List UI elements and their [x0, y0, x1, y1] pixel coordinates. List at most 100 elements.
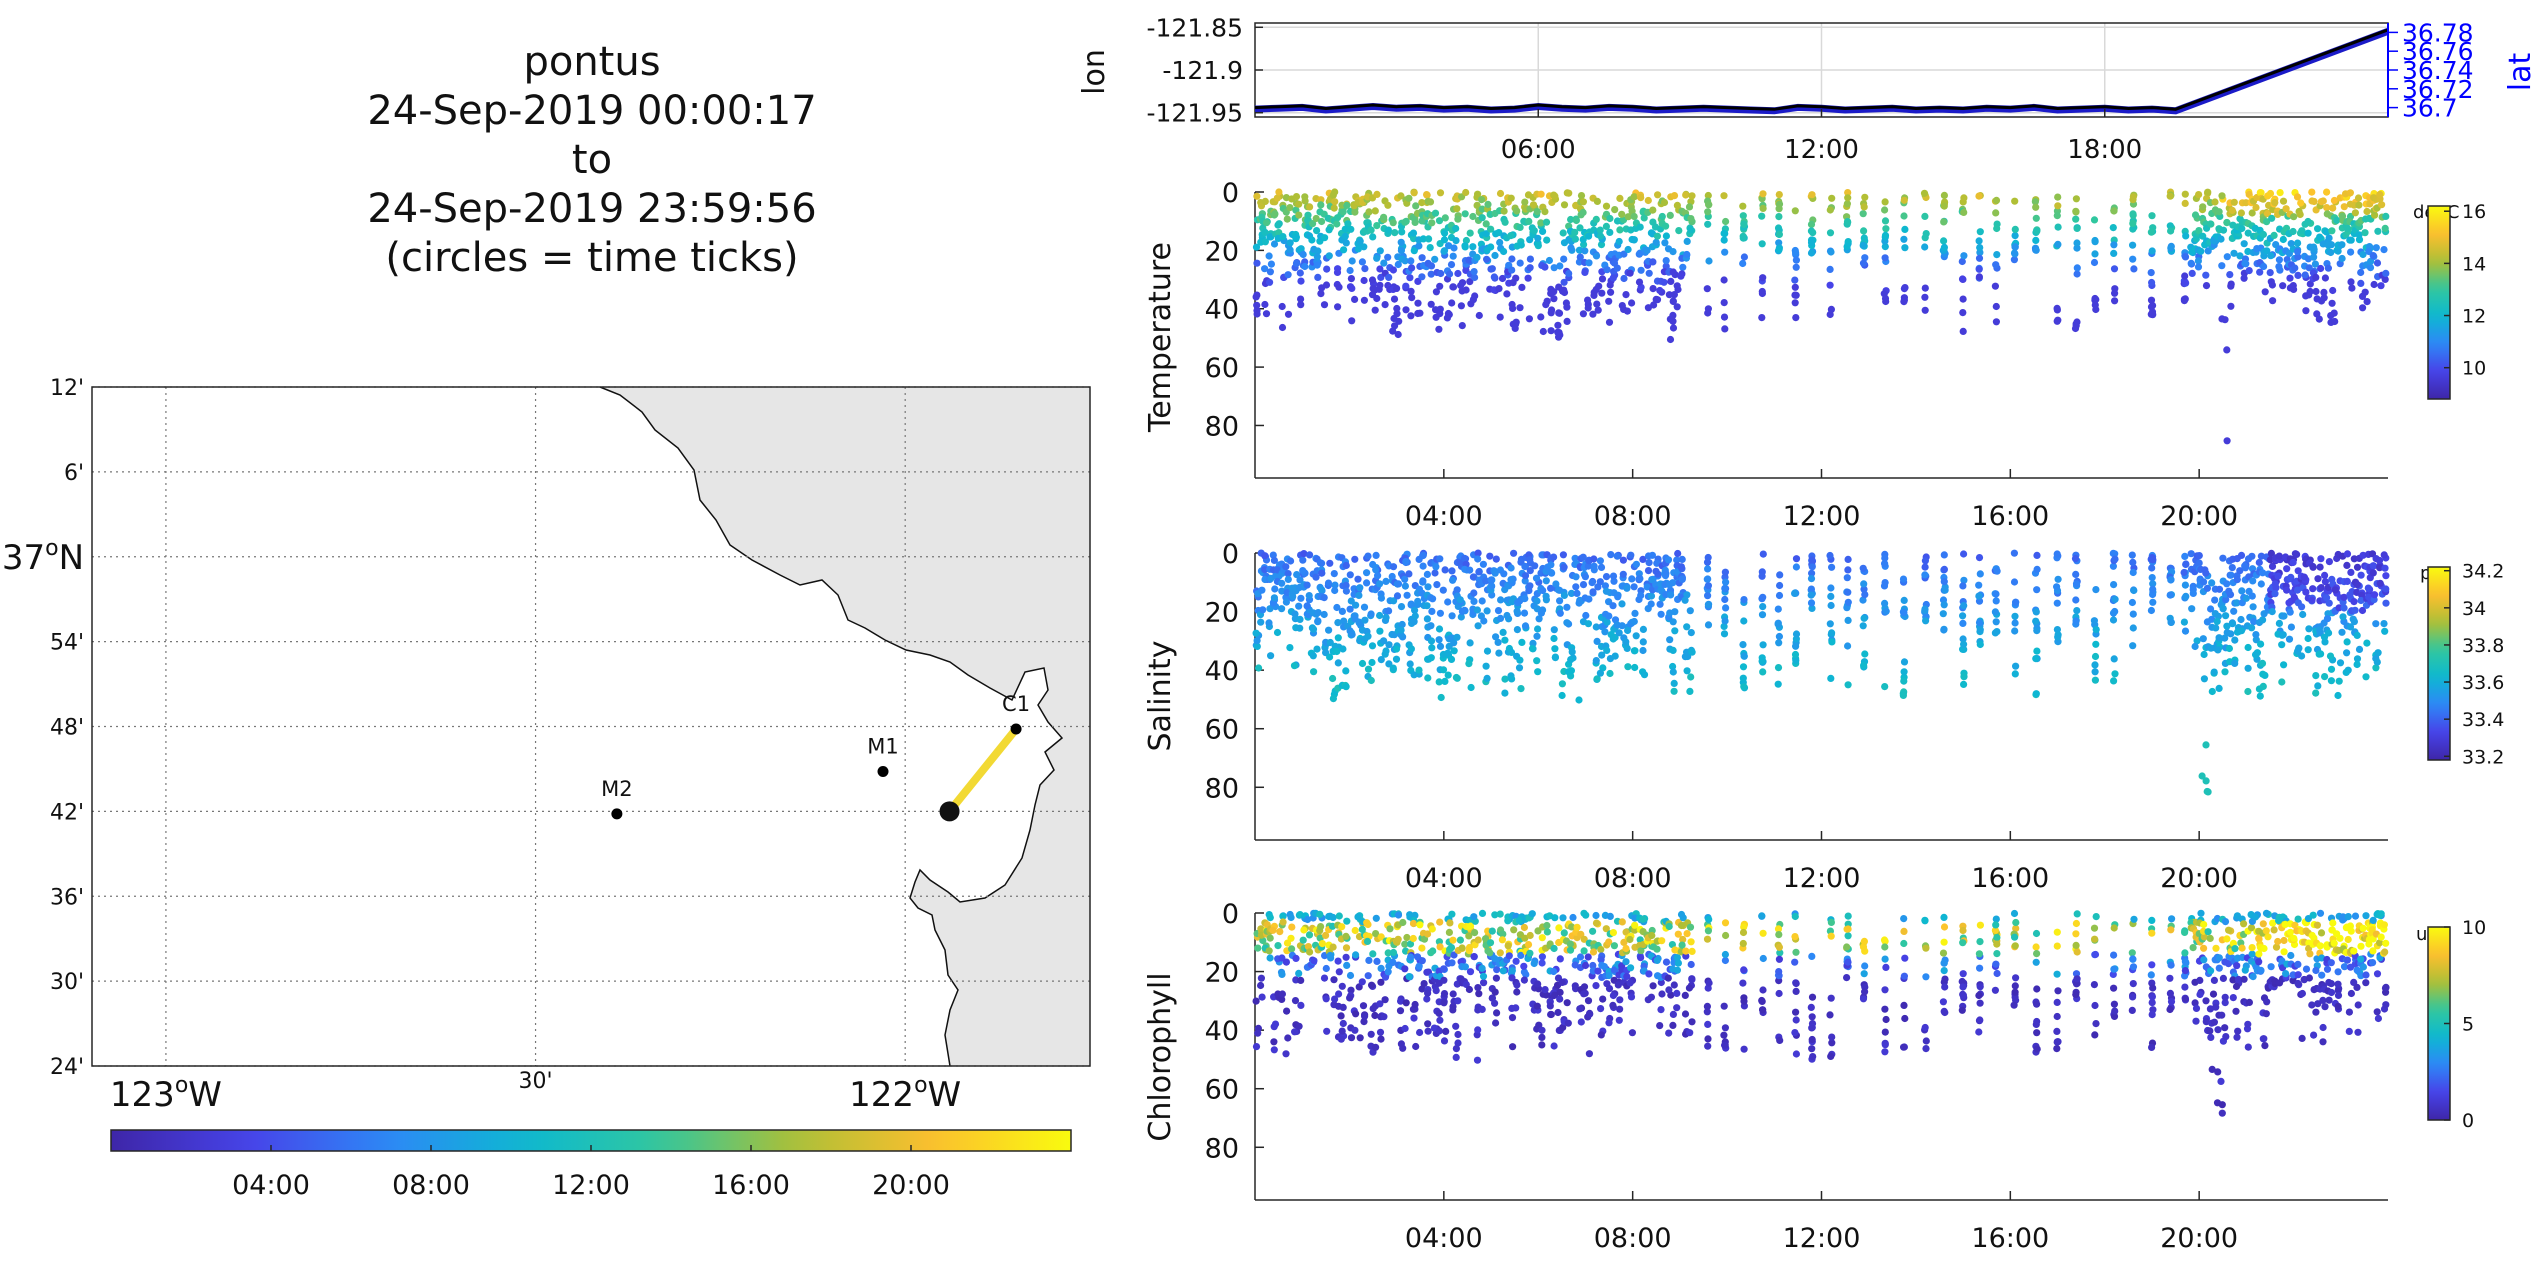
data-point	[1657, 610, 1665, 618]
data-point	[1310, 957, 1318, 965]
data-point	[1826, 206, 1834, 214]
data-point	[2188, 605, 2196, 613]
data-point	[2259, 920, 2267, 928]
data-point	[2325, 558, 2333, 566]
data-point	[1792, 979, 1800, 988]
data-point	[1683, 667, 1691, 675]
data-point	[1435, 625, 1444, 633]
data-point	[1530, 959, 1538, 968]
data-point	[1808, 604, 1816, 613]
data-point	[2359, 963, 2367, 971]
data-point	[2338, 241, 2346, 249]
data-point	[1381, 301, 1389, 309]
data-point	[2168, 915, 2176, 923]
data-point	[1381, 996, 1389, 1004]
data-point	[1453, 674, 1461, 682]
data-point	[1466, 229, 1474, 237]
data-point	[1415, 666, 1423, 674]
data-point	[1624, 213, 1632, 221]
data-point	[2252, 203, 2260, 212]
data-point	[2053, 304, 2061, 312]
data-point	[1418, 985, 1426, 993]
data-point	[1665, 291, 1673, 299]
data-point	[1416, 921, 1424, 929]
data-point	[1670, 981, 1678, 989]
data-point	[2111, 595, 2119, 603]
data-point	[1900, 609, 1908, 617]
data-point	[2309, 563, 2317, 571]
data-point	[1665, 1029, 1673, 1037]
data-point	[1630, 193, 1638, 201]
data-point	[2334, 1002, 2342, 1011]
data-point	[1808, 556, 1816, 564]
data-point	[2261, 1042, 2269, 1050]
data-point	[1571, 228, 1579, 236]
data-point	[1740, 923, 1748, 931]
data-point	[1488, 582, 1496, 590]
data-point	[1412, 1042, 1420, 1051]
data-point	[2010, 256, 2018, 264]
data-point	[2260, 262, 2268, 271]
data-point	[1688, 976, 1696, 984]
data-point	[1342, 239, 1350, 247]
data-point	[1411, 612, 1419, 620]
data-point	[2238, 224, 2246, 233]
data-point	[1637, 266, 1645, 274]
data-point	[2247, 924, 2256, 932]
data-point	[1590, 562, 1598, 570]
data-point	[2382, 1001, 2390, 1009]
data-point	[1341, 225, 1349, 233]
data-point	[1300, 550, 1308, 558]
data-point	[1478, 205, 1486, 213]
data-point	[2269, 919, 2277, 927]
data-point	[1637, 954, 1645, 962]
data-point	[1416, 1028, 1424, 1037]
data-point	[2317, 555, 2325, 563]
data-point	[1808, 569, 1816, 577]
data-point	[1389, 327, 1397, 335]
data-point	[2381, 564, 2389, 572]
data-point	[1478, 964, 1486, 972]
figure-title: pontus 24-Sep-2019 00:00:17 to 24-Sep-20…	[367, 39, 816, 281]
time-colorbar-tick-label: 16:00	[712, 1170, 790, 1201]
data-point	[2204, 188, 2212, 196]
data-point	[1607, 551, 1615, 559]
data-point	[2223, 580, 2231, 588]
data-point	[1959, 582, 1967, 590]
data-point	[1975, 592, 1983, 600]
data-point	[1739, 202, 1747, 210]
data-point	[1637, 947, 1645, 955]
data-point	[1739, 259, 1747, 268]
data-point	[1791, 207, 1799, 215]
data-point	[1584, 953, 1592, 961]
data-point	[1287, 557, 1295, 565]
data-point	[1442, 1027, 1450, 1035]
data-point	[1958, 977, 1966, 986]
data-point	[1504, 942, 1512, 950]
data-point	[1704, 220, 1712, 228]
data-point	[1673, 966, 1681, 974]
data-point	[2073, 270, 2081, 278]
data-point	[2053, 1038, 2061, 1046]
data-point	[1516, 259, 1524, 267]
data-point	[1687, 215, 1695, 223]
data-point	[1775, 230, 1783, 238]
data-point	[1993, 940, 2001, 948]
data-point	[1257, 618, 1265, 626]
data-point	[2218, 1011, 2226, 1019]
data-point	[1402, 306, 1410, 314]
data-point	[2072, 570, 2080, 579]
data-point	[1490, 273, 1498, 281]
data-point	[2200, 920, 2208, 929]
data-point	[1393, 304, 1401, 313]
data-point	[1992, 960, 2000, 968]
data-point	[1458, 322, 1466, 330]
data-point	[1389, 266, 1397, 274]
data-point	[1721, 919, 1730, 927]
data-point	[2091, 935, 2099, 943]
data-point	[1466, 639, 1474, 647]
data-point	[1515, 664, 1524, 672]
data-point	[1572, 583, 1580, 591]
lon-axis-label: lon	[1077, 49, 1112, 95]
mooring-label: C1	[1002, 692, 1030, 716]
